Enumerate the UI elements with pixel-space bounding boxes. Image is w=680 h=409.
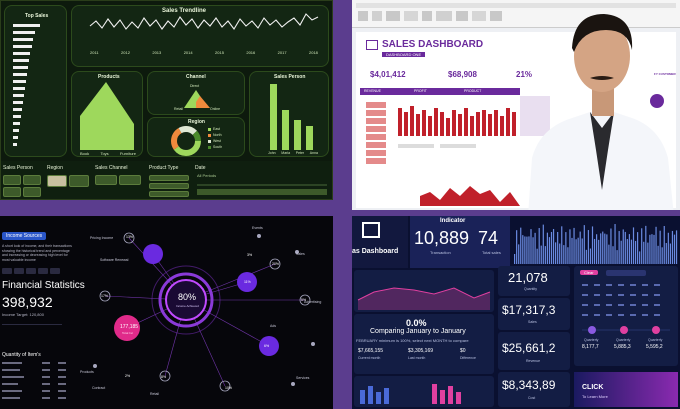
products-area-chart: [80, 82, 134, 150]
financial-statistics-dashboard: Income Sources A short look of income, a…: [0, 216, 333, 409]
slicer-button[interactable]: [149, 191, 189, 197]
dark-sales-dashboard: as Dashboard Indicator 10,889 Transactio…: [352, 216, 680, 409]
income-network-graph: [93, 232, 315, 392]
bottom-bar-chart: [360, 384, 461, 404]
sales-trendline-title: Sales Trendline: [162, 8, 207, 14]
slicer-bar: Sales Person Region Sales Channel Produc…: [1, 161, 332, 200]
excel-charts: [366, 96, 550, 206]
ribbon-icons: [356, 3, 676, 21]
slicer-button[interactable]: [149, 175, 189, 181]
region-title: Region: [188, 119, 205, 125]
sales-person-panel: Sales Person John Maria Peter Anna: [249, 71, 329, 157]
slicer-button-selected[interactable]: [47, 175, 67, 187]
financial-target: Income Target: 120,800: [2, 312, 44, 317]
presenter-photo: [528, 14, 674, 210]
kpi-margin: 21%: [516, 70, 533, 79]
kpi-card-cost: $8,343,89 Cost: [498, 372, 570, 407]
pink-line-chart: [357, 287, 491, 310]
quantity-table: [2, 362, 66, 399]
kpi-revenue: $4,01,412: [370, 70, 406, 79]
channel-title: Channel: [186, 74, 206, 80]
center-label: Income Achieved: [176, 304, 199, 308]
growth-note: FEBRUARY minimum is 100%, select next MO…: [356, 338, 469, 343]
slicer-button[interactable]: [119, 175, 141, 185]
sales-trendline-panel: Sales Trendline 2011 2012 2013 2014 2015…: [71, 5, 329, 67]
filter-sales-channel[interactable]: Sales Channel: [95, 165, 128, 171]
green-sales-dashboard: Top Sales: [0, 0, 333, 200]
top-sales-bars: [13, 24, 40, 146]
region-donut: [171, 126, 211, 156]
growth-percent: 0.0%: [406, 318, 427, 328]
channel-chart: [184, 90, 210, 108]
sales-person-title: Sales Person: [274, 74, 306, 80]
dashboard-logo-icon: [366, 40, 378, 50]
top-sales-panel: Top Sales: [4, 5, 67, 157]
center-percent: 80%: [178, 292, 197, 302]
calendar-clear-button[interactable]: Clear: [580, 270, 598, 275]
products-panel: Products Book Toys Furniture: [71, 71, 143, 157]
slicer-button[interactable]: [23, 187, 41, 197]
slicer-button[interactable]: [3, 175, 21, 185]
filter-product-type[interactable]: Product Type: [149, 165, 179, 171]
calendar-card: Clear Quarterly Quarterly Quarterly 8,17…: [574, 266, 678, 366]
slicer-button[interactable]: [3, 187, 21, 197]
sales-chart-card: [354, 270, 494, 312]
financial-value: 398,932: [2, 294, 53, 310]
growth-title: Comparing January to January: [370, 328, 466, 335]
sales-person-bars: [270, 84, 313, 150]
award-icon: [650, 94, 664, 108]
big-value2-label: Total sales: [482, 250, 501, 255]
big-value-label: Transaction: [430, 250, 451, 255]
channel-panel: Channel Direct Retail Online: [147, 71, 245, 115]
slicer-button[interactable]: [69, 175, 89, 187]
slicer-button[interactable]: [149, 183, 189, 189]
click-learn-more-button[interactable]: CLICK To Learn More: [574, 372, 678, 407]
financial-title: Financial Statistics: [2, 280, 85, 291]
slicer-button[interactable]: [95, 175, 117, 185]
highlight-value: 177,185: [120, 324, 139, 330]
trend-years: 2011 2012 2013 2014 2015 2016 2017 2018: [90, 50, 318, 55]
region-panel: Region East North West South: [147, 117, 245, 157]
trendline-chart: [89, 13, 319, 30]
highlight-label: Total Inc: [122, 331, 134, 335]
kpi-card-sales: $17,317,3 Sales: [498, 298, 570, 330]
bottom-bars-card: [354, 376, 494, 407]
daily-bars: [514, 224, 678, 264]
calendar-grid[interactable]: [574, 266, 678, 366]
indicator-label: Indicator: [440, 218, 466, 224]
date-filter-chips[interactable]: [2, 268, 77, 280]
date-timeline[interactable]: [197, 179, 327, 200]
top-sales-title: Top Sales: [25, 13, 49, 19]
dashboard-title: as Dashboard: [352, 248, 399, 255]
fy-customer-label: FY CUSTOMER: [654, 72, 676, 76]
dashboard-title: SALES DASHBOARD: [382, 39, 484, 50]
indicator-card: Indicator 10,889 Transaction 74 Total sa…: [410, 216, 510, 268]
products-title: Products: [98, 74, 120, 80]
excel-sales-dashboard: SALES DASHBOARD DASHBOARD ONE $4,01,412 …: [352, 0, 680, 210]
kpi-card-revenue: $25,661,2 Revenue: [498, 332, 570, 370]
big-value2: 74: [478, 228, 499, 248]
kpi-profit: $68,908: [448, 70, 477, 79]
filter-sales-person[interactable]: Sales Person: [3, 165, 33, 171]
stat-difference: $0: [460, 348, 466, 354]
stat-last: $3,305,169: [408, 348, 434, 354]
quantity-title: Quantity of Item's: [2, 352, 41, 358]
dashboard-header-left: as Dashboard: [352, 216, 408, 268]
income-sources-button[interactable]: Income Sources: [2, 232, 47, 240]
chart-logo-icon: [362, 222, 380, 238]
filter-date[interactable]: Date: [195, 165, 206, 171]
slicer-button[interactable]: [23, 175, 41, 185]
growth-card: 0.0% Comparing January to January FEBRUA…: [354, 314, 494, 374]
big-value: 10,889: [414, 228, 470, 248]
kpi-card-quantity: 21,078 Quantity: [498, 266, 570, 296]
filter-region[interactable]: Region: [47, 165, 63, 171]
section-header-bar: [360, 88, 520, 95]
dashboard-subtitle: DASHBOARD ONE: [382, 52, 426, 57]
stat-current: $7,665,155: [358, 348, 384, 354]
filter-all-periods: All Periods: [197, 173, 217, 178]
financial-description: A short look of income, and their transa…: [2, 244, 72, 262]
